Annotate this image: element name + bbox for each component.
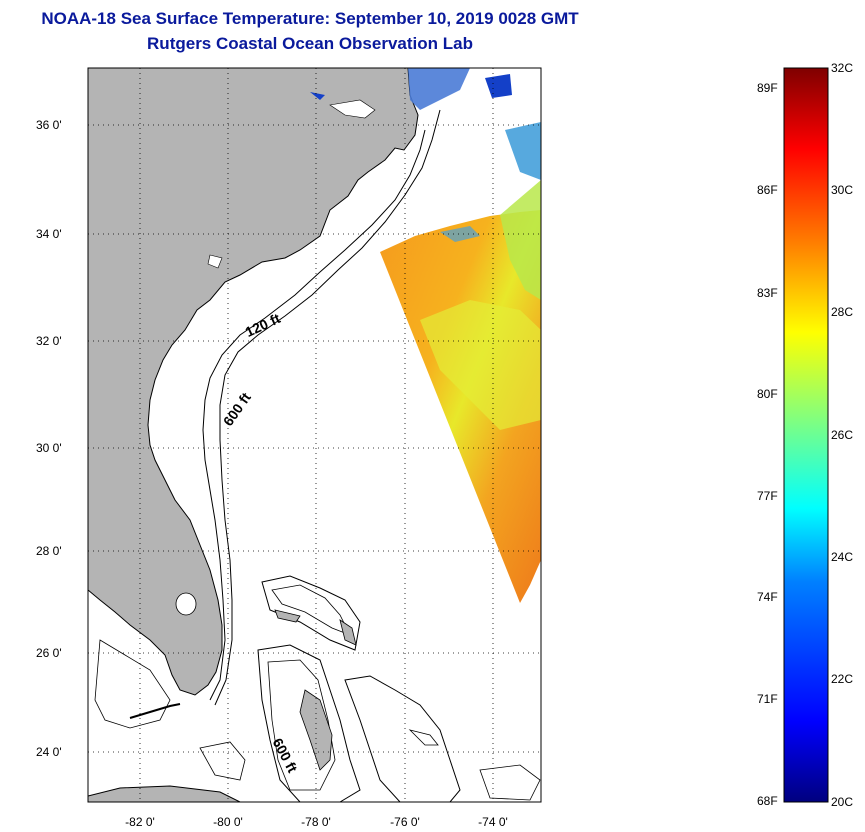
pamlico-sound — [329, 99, 376, 119]
lat-label-32: 32 0' — [36, 334, 62, 348]
lat-label-36: 36 0' — [36, 118, 62, 132]
colorbar-label-89f: 89F — [757, 81, 778, 95]
inland-lake — [207, 254, 223, 269]
bank-contour-3 — [408, 729, 439, 746]
mainland-land — [88, 68, 419, 696]
andros-island — [299, 689, 333, 771]
sst-cool-band — [500, 180, 541, 300]
lat-label-24: 24 0' — [36, 745, 62, 759]
map-frame — [87, 67, 542, 803]
bank-contour-2 — [267, 659, 336, 791]
colorbar-label-68f: 68F — [757, 794, 778, 808]
colorbar — [783, 67, 829, 803]
exuma-bank — [344, 675, 461, 802]
isobath-600ft — [214, 109, 441, 706]
colorbar-label-83f: 83F — [757, 286, 778, 300]
lon-label-80: -80 0' — [213, 815, 243, 829]
colorbar-label-86f: 86F — [757, 183, 778, 197]
sst-cold-speck — [310, 92, 325, 100]
map-title: NOAA-18 Sea Surface Temperature: Septemb… — [41, 9, 579, 28]
florida-keys — [129, 703, 181, 719]
isobath-120ft — [202, 129, 426, 701]
lat-label-30: 30 0' — [36, 441, 62, 455]
lon-label-74: -74 0' — [478, 815, 508, 829]
colorbar-label-71f: 71F — [757, 692, 778, 706]
lat-label-26: 26 0' — [36, 646, 62, 660]
grand-bahama-island — [274, 609, 301, 623]
lon-label-82: -82 0' — [125, 815, 155, 829]
lat-label-34: 34 0' — [36, 227, 62, 241]
colorbar-label-30c: 30C — [831, 183, 854, 197]
colorbar-label-22c: 22C — [831, 672, 854, 686]
map-grid — [88, 68, 541, 802]
great-bahama-bank — [257, 644, 361, 802]
sst-cold-patch-east — [505, 122, 541, 180]
cuba-land — [88, 785, 241, 802]
sst-cold-patch-2 — [440, 226, 480, 242]
colorbar-label-24c: 24C — [831, 550, 854, 564]
cay-sal-bank — [199, 741, 246, 781]
colorbar-label-26c: 26C — [831, 428, 854, 442]
map-subtitle: Rutgers Coastal Ocean Observation Lab — [147, 34, 473, 53]
lake-okeechobee — [175, 592, 197, 616]
abaco-island — [339, 619, 357, 646]
colorbar-label-28c: 28C — [831, 305, 854, 319]
sst-cold-patch-north — [408, 68, 470, 110]
sst-cold-patch — [485, 74, 512, 98]
colorbar-label-32c: 32C — [831, 61, 854, 75]
sst-warm-yellow-patch — [420, 300, 541, 430]
colorbar-label-20c: 20C — [831, 795, 854, 809]
colorbar-label-77f: 77F — [757, 489, 778, 503]
lat-label-28: 28 0' — [36, 544, 62, 558]
colorbar-label-80f: 80F — [757, 387, 778, 401]
bank-contour-4 — [479, 764, 541, 801]
lon-label-78: -78 0' — [301, 815, 331, 829]
colorbar-label-74f: 74F — [757, 590, 778, 604]
lon-label-76: -76 0' — [390, 815, 420, 829]
florida-bay-contour — [94, 639, 171, 729]
